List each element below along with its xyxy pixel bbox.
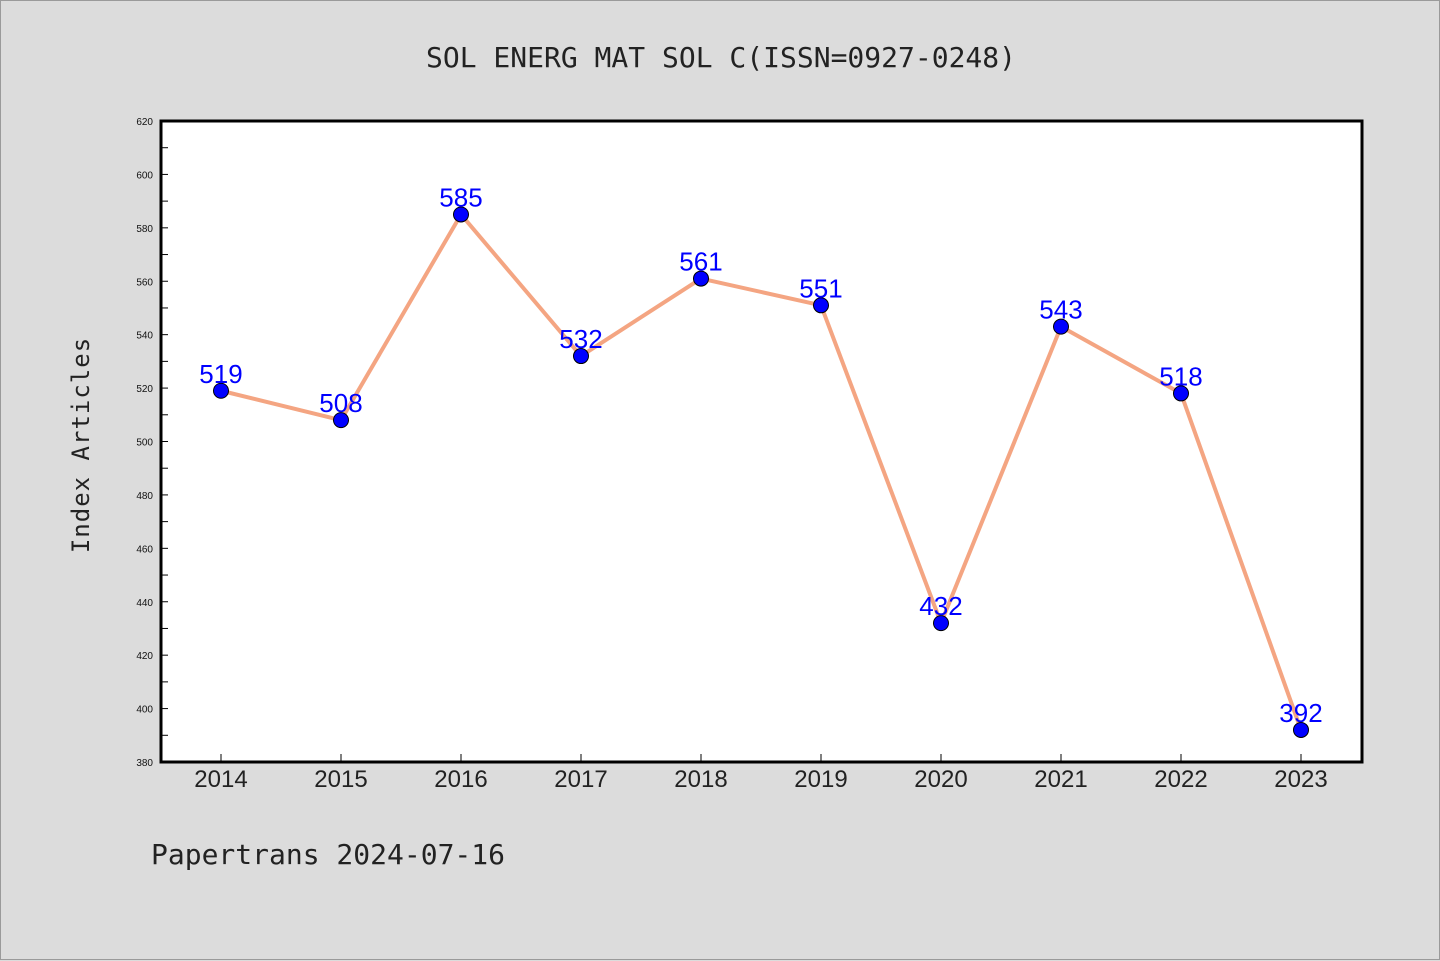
- data-label: 585: [439, 182, 482, 212]
- x-tick-label: 2018: [674, 766, 727, 793]
- x-tick-label: 2015: [314, 766, 367, 793]
- data-label: 432: [919, 591, 962, 621]
- data-point: [933, 615, 949, 632]
- x-tick-label: 2014: [194, 766, 247, 793]
- data-label: 508: [319, 388, 362, 418]
- data-label: 551: [799, 273, 842, 303]
- x-tick-label: 2020: [914, 766, 967, 793]
- footer-credit: Papertrans 2024-07-16: [151, 838, 505, 871]
- data-point: [693, 270, 709, 287]
- data-label: 392: [1279, 698, 1322, 728]
- data-point: [213, 382, 229, 399]
- y-tick-label: 440: [136, 598, 153, 609]
- data-point: [1053, 318, 1069, 335]
- y-axis-ticks: 380 400 420 440 460 480 500 520 540 560 580 600 620: [136, 117, 168, 769]
- y-tick-label: 520: [136, 384, 153, 395]
- data-point: [453, 206, 469, 223]
- y-axis-label: Index Articles: [67, 337, 95, 553]
- y-tick-label: 420: [136, 651, 153, 662]
- x-tick-label: 2017: [554, 766, 607, 793]
- x-tick-label: 2021: [1034, 766, 1087, 793]
- data-label: 519: [199, 359, 242, 389]
- data-label: 561: [679, 247, 722, 277]
- y-tick-label: 540: [136, 331, 153, 342]
- data-label: 532: [559, 324, 602, 354]
- y-tick-label: 480: [136, 491, 153, 502]
- x-tick-label: 2023: [1274, 766, 1327, 793]
- y-tick-label: 620: [136, 117, 153, 128]
- series-line-group: [213, 206, 1309, 738]
- y-tick-label: 580: [136, 224, 153, 235]
- series-line: [220, 212, 1303, 731]
- plot-area: [159, 119, 1364, 764]
- y-tick-label: 400: [136, 705, 153, 716]
- y-tick-label: 600: [136, 170, 153, 181]
- chart-title: SOL ENERG MAT SOL C(ISSN=0927-0248): [426, 41, 1016, 74]
- data-point: [1293, 721, 1309, 738]
- x-tick-label: 2022: [1154, 766, 1207, 793]
- data-labels: 519 508 585 532 561 551 432 543 518 392: [199, 182, 1322, 727]
- data-point: [333, 412, 349, 429]
- data-point: [573, 348, 589, 365]
- y-tick-label: 460: [136, 544, 153, 555]
- x-axis-ticks: 2014 2015 2016 2017 2018 2019 2020 2021 2022 2023: [194, 754, 1328, 793]
- data-label: 543: [1039, 295, 1082, 325]
- data-label: 518: [1159, 361, 1202, 391]
- data-point: [1173, 385, 1189, 402]
- x-tick-label: 2019: [794, 766, 847, 793]
- data-point: [813, 297, 829, 314]
- y-tick-label: 560: [136, 277, 153, 288]
- x-tick-label: 2016: [434, 766, 487, 793]
- y-tick-label: 500: [136, 438, 153, 449]
- y-tick-label: 380: [136, 758, 153, 769]
